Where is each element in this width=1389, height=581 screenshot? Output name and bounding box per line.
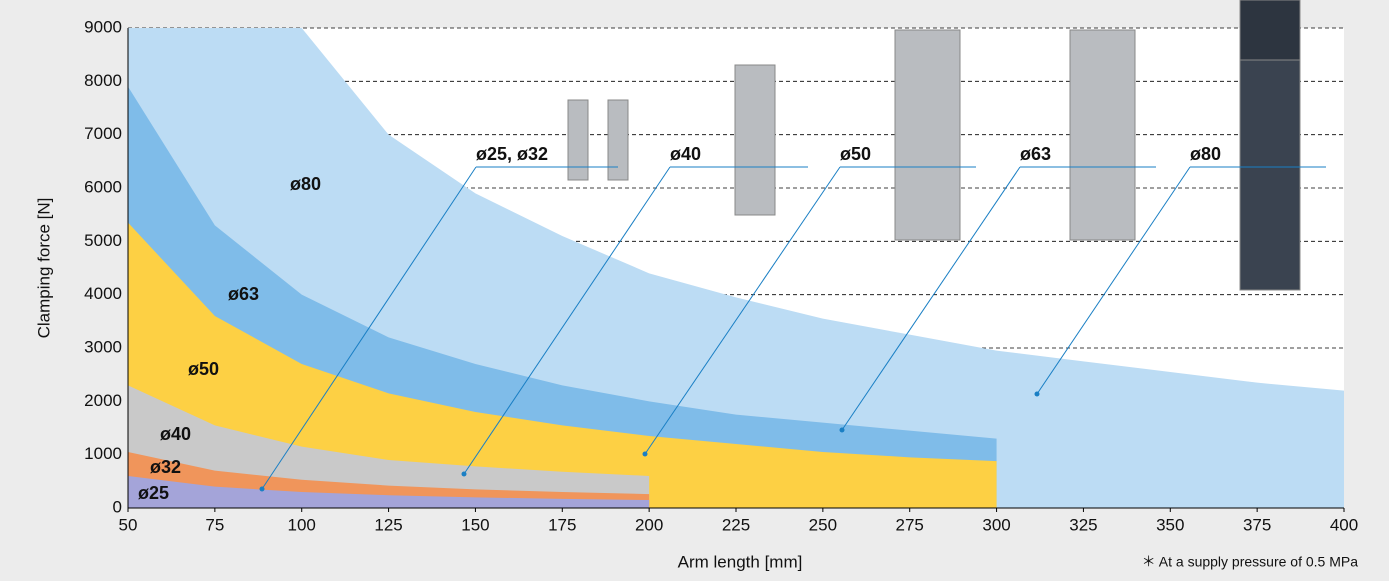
y-tick-label: 9000 bbox=[84, 17, 122, 36]
y-tick-label: 5000 bbox=[84, 231, 122, 250]
y-tick-label: 3000 bbox=[84, 337, 122, 356]
series-label: ø32 bbox=[150, 457, 181, 477]
series-label: ø50 bbox=[188, 359, 219, 379]
series-label: ø63 bbox=[228, 284, 259, 304]
callout-leader bbox=[463, 166, 671, 475]
x-tick-label: 375 bbox=[1243, 515, 1271, 534]
callout-leader bbox=[644, 166, 841, 455]
x-tick-label: 325 bbox=[1069, 515, 1097, 534]
x-tick-label: 250 bbox=[809, 515, 837, 534]
x-tick-label: 400 bbox=[1330, 515, 1358, 534]
callout-dot bbox=[461, 471, 467, 477]
series-label: ø40 bbox=[160, 424, 191, 444]
product-image bbox=[734, 64, 776, 216]
area bbox=[128, 222, 997, 508]
y-tick-label: 2000 bbox=[84, 391, 122, 410]
x-tick-label: 150 bbox=[461, 515, 489, 534]
callout-leader bbox=[841, 166, 1021, 431]
product-image bbox=[1069, 29, 1136, 241]
x-tick-label: 100 bbox=[288, 515, 316, 534]
callout-label: ø25, ø32 bbox=[476, 144, 548, 164]
x-tick-label: 175 bbox=[548, 515, 576, 534]
y-tick-label: 0 bbox=[113, 497, 122, 516]
footnote: ＊ At a supply pressure of 0.5 MPa bbox=[1142, 554, 1359, 570]
y-tick-label: 1000 bbox=[84, 444, 122, 463]
series-label: ø80 bbox=[290, 174, 321, 194]
x-tick-label: 200 bbox=[635, 515, 663, 534]
x-tick-label: 125 bbox=[374, 515, 402, 534]
callout-dot bbox=[259, 486, 265, 492]
x-tick-label: 75 bbox=[205, 515, 224, 534]
callout-dot bbox=[839, 427, 845, 433]
y-axis-label: Clamping force [N] bbox=[34, 198, 53, 339]
series-label: ø25 bbox=[138, 483, 169, 503]
area bbox=[128, 476, 650, 508]
y-tick-label: 6000 bbox=[84, 177, 122, 196]
x-tick-label: 300 bbox=[982, 515, 1010, 534]
x-tick-label: 350 bbox=[1156, 515, 1184, 534]
product-image bbox=[607, 99, 629, 181]
callout-label: ø80 bbox=[1190, 144, 1221, 164]
areas bbox=[128, 28, 1344, 509]
x-tick-label: 275 bbox=[896, 515, 924, 534]
callout-leader bbox=[261, 166, 477, 490]
product-image bbox=[1239, 59, 1301, 291]
y-tick-label: 4000 bbox=[84, 284, 122, 303]
callout-dot bbox=[1034, 391, 1040, 397]
callout-label: ø40 bbox=[670, 144, 701, 164]
product-image bbox=[1239, 0, 1301, 61]
x-tick-label: 225 bbox=[722, 515, 750, 534]
y-tick-label: 7000 bbox=[84, 124, 122, 143]
product-images bbox=[567, 0, 1301, 291]
x-axis-label: Arm length [mm] bbox=[678, 552, 803, 571]
product-image bbox=[894, 29, 961, 241]
x-tick-label: 50 bbox=[119, 515, 138, 534]
y-tick-label: 8000 bbox=[84, 71, 122, 90]
callouts: ø25, ø32 ø40 ø50 ø63 ø80 bbox=[259, 144, 1326, 492]
callout-leader bbox=[1036, 166, 1191, 395]
callout-dot bbox=[642, 451, 648, 457]
product-image bbox=[567, 99, 589, 181]
callout-label: ø50 bbox=[840, 144, 871, 164]
callout-label: ø63 bbox=[1020, 144, 1051, 164]
